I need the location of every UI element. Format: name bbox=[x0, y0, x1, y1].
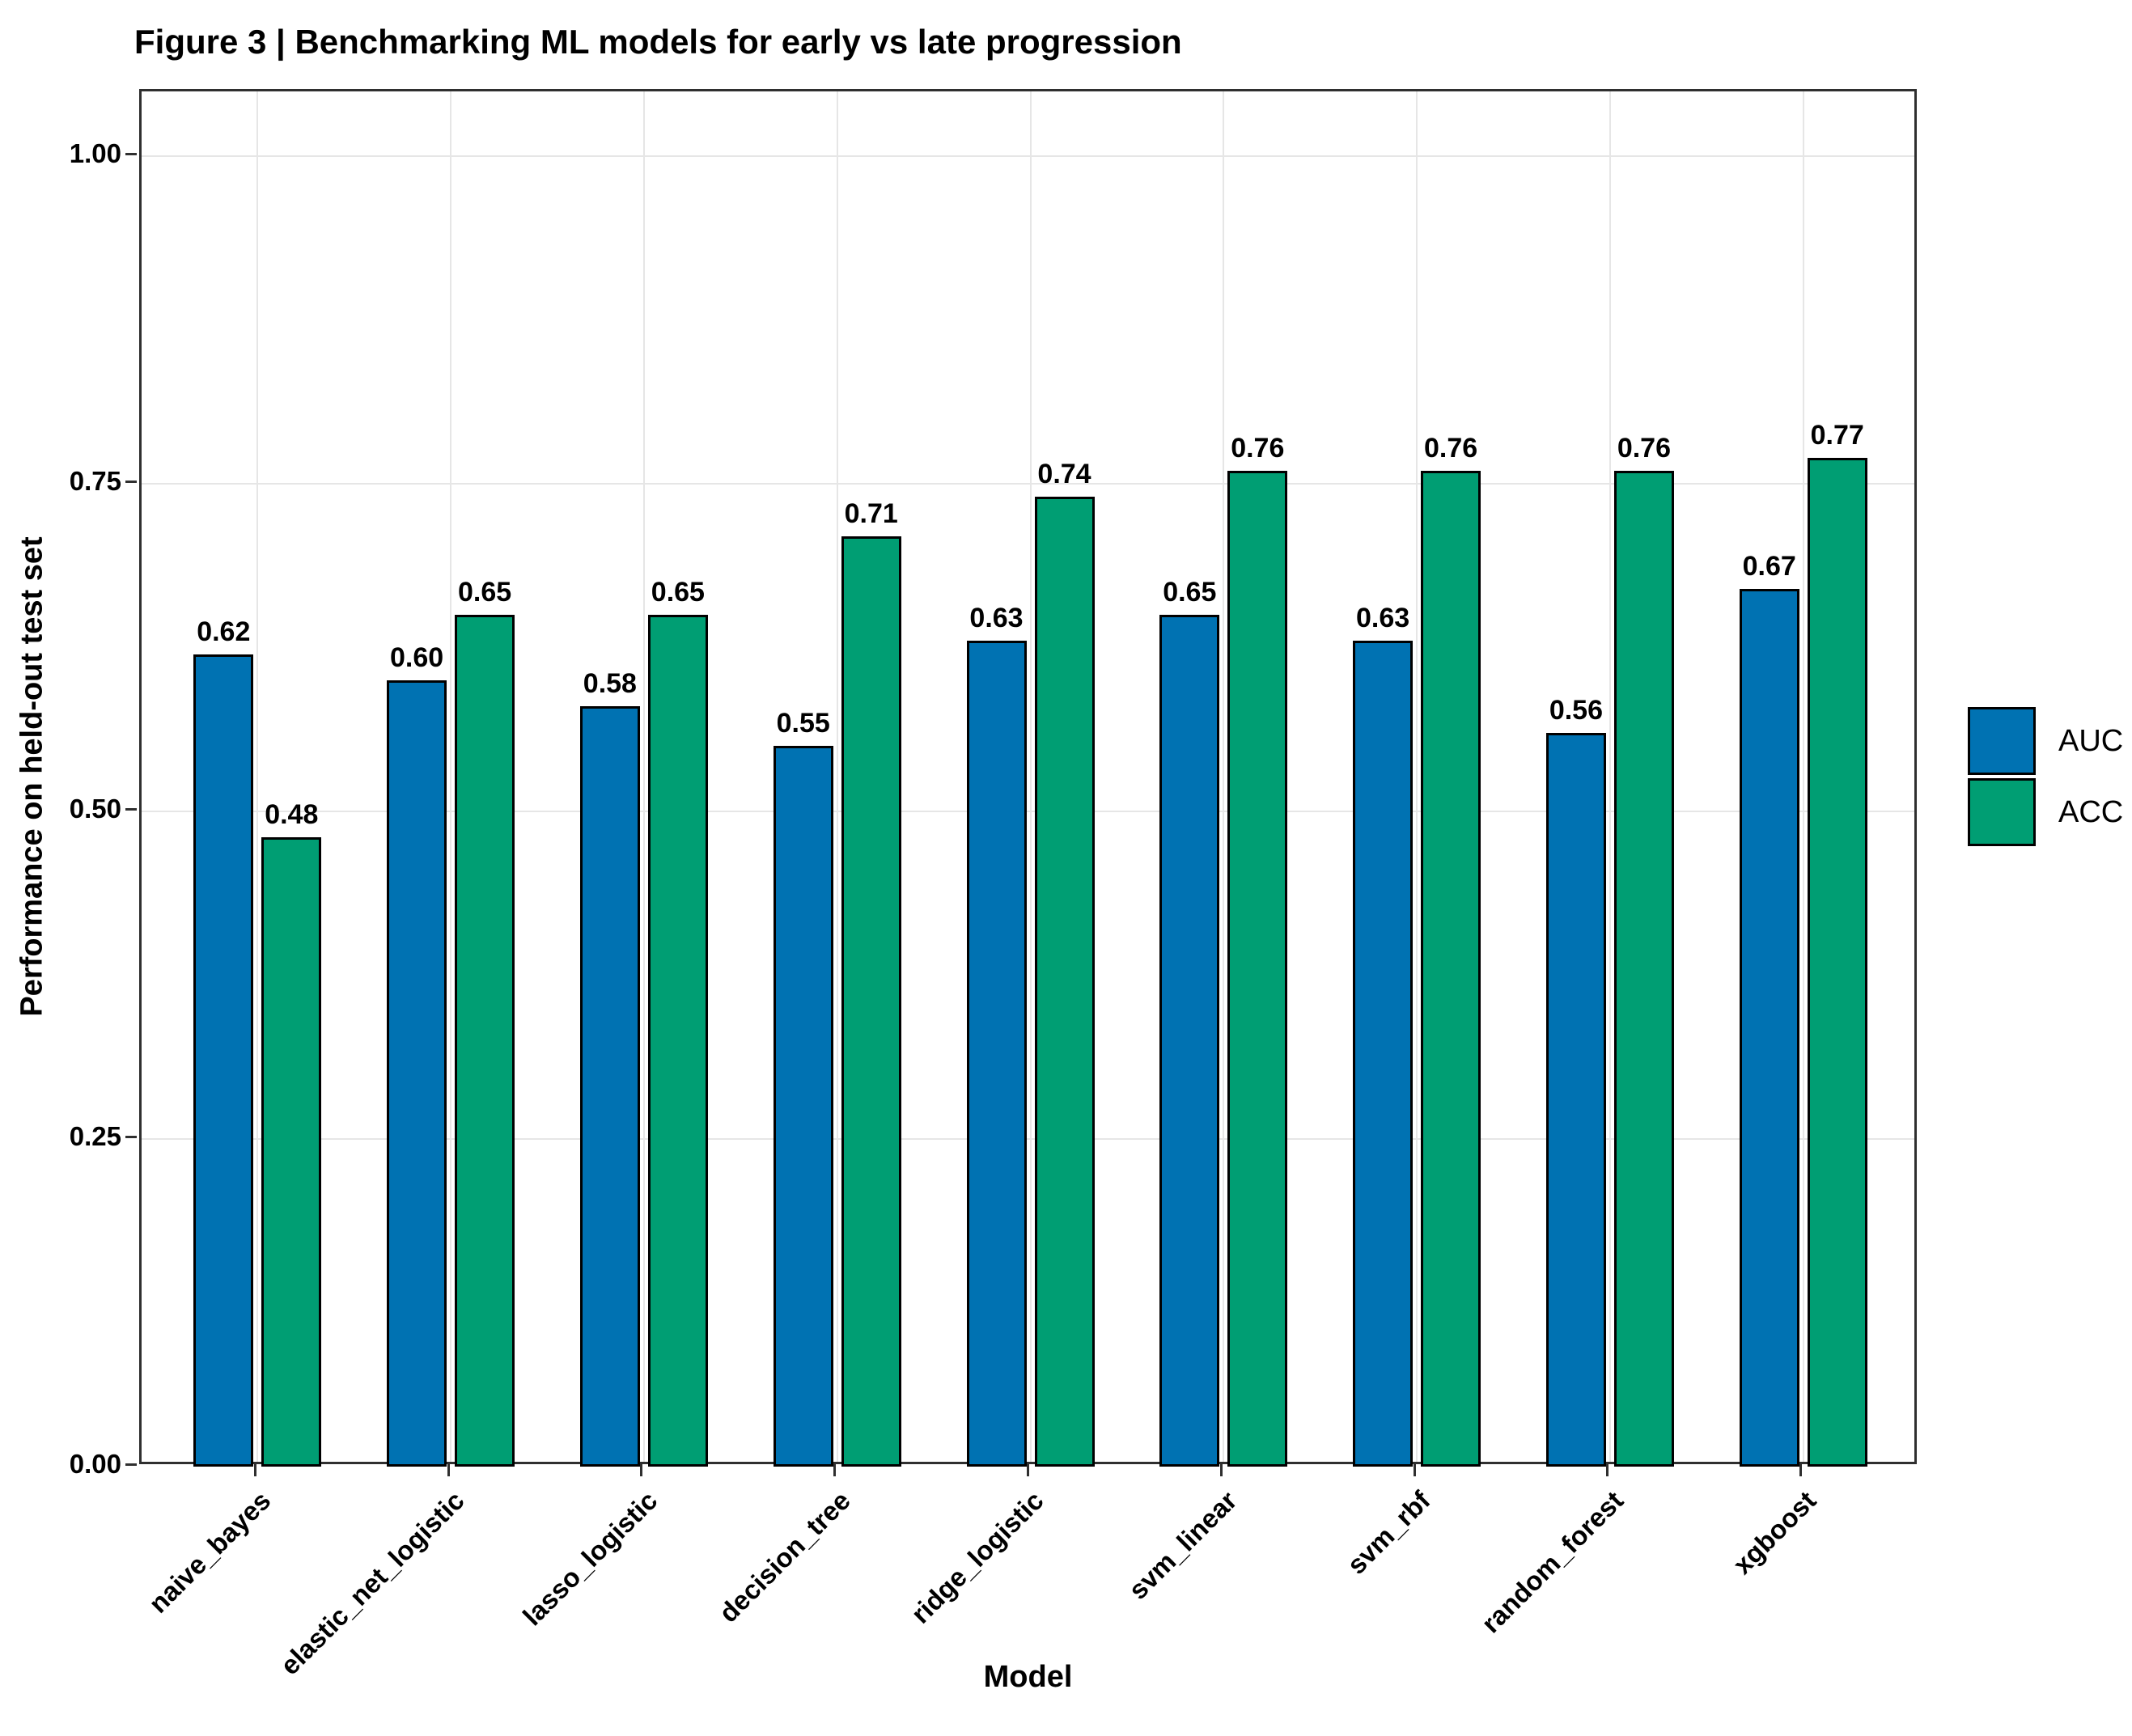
x-tick-mark bbox=[1219, 1464, 1223, 1476]
gridline-v-naive_bayes bbox=[256, 91, 259, 1462]
y-tick-mark bbox=[125, 807, 137, 811]
gridline-v-svm_linear bbox=[1223, 91, 1225, 1462]
gridline-v-svm_rbf bbox=[1416, 91, 1418, 1462]
y-tick-label: 1.00 bbox=[69, 138, 121, 168]
x-tick-mark bbox=[1413, 1464, 1416, 1476]
x-tick-label-svm_rbf: svm_rbf bbox=[1341, 1485, 1436, 1580]
bar-acc-random_forest bbox=[1613, 470, 1674, 1467]
bar-value-label: 0.76 bbox=[1231, 432, 1285, 464]
x-tick-label-xgboost: xgboost bbox=[1727, 1485, 1822, 1580]
bar-auc-decision_tree bbox=[773, 746, 833, 1467]
gridline-h-1.00 bbox=[142, 155, 1914, 157]
bar-value-label: 0.56 bbox=[1549, 694, 1603, 726]
x-tick-mark bbox=[640, 1464, 643, 1476]
bar-auc-lasso_logistic bbox=[579, 706, 640, 1467]
y-tick-mark bbox=[125, 152, 137, 155]
bar-acc-lasso_logistic bbox=[647, 615, 708, 1467]
bar-acc-elastic_net_logistic bbox=[455, 615, 515, 1467]
bar-value-label: 0.65 bbox=[1163, 577, 1217, 608]
gridline-v-decision_tree bbox=[836, 91, 838, 1462]
x-tick-label-decision_tree: decision_tree bbox=[713, 1485, 856, 1628]
bar-acc-decision_tree bbox=[841, 536, 901, 1467]
plot-panel: 0.62 0.48 0.60 0.65 0.58 0.65 0.55 0.71 0.63 0.74… bbox=[139, 89, 1917, 1467]
bar-acc-ridge_logistic bbox=[1034, 497, 1095, 1467]
x-tick-mark bbox=[833, 1464, 837, 1476]
x-tick-mark bbox=[447, 1464, 450, 1476]
y-axis-title: Performance on held-out test set bbox=[15, 536, 49, 1017]
bar-value-label: 0.63 bbox=[969, 603, 1024, 634]
x-tick-mark bbox=[1027, 1464, 1029, 1476]
bar-value-label: 0.67 bbox=[1742, 550, 1796, 582]
y-tick-mark bbox=[125, 1463, 137, 1466]
bar-value-label: 0.58 bbox=[583, 668, 637, 700]
bar-value-label: 0.48 bbox=[265, 799, 319, 831]
figure-title: Figure 3 | Benchmarking ML models for ea… bbox=[134, 23, 1182, 61]
y-tick-mark bbox=[125, 1135, 137, 1138]
bar-auc-svm_rbf bbox=[1353, 641, 1414, 1467]
bar-auc-ridge_logistic bbox=[966, 641, 1027, 1467]
bar-value-label: 0.55 bbox=[776, 708, 830, 739]
gridline-h-0.25 bbox=[142, 1138, 1914, 1140]
legend-label-auc: AUC bbox=[2058, 723, 2124, 758]
x-axis-title: Model bbox=[983, 1660, 1073, 1694]
y-tick-label: 0.25 bbox=[69, 1121, 121, 1151]
bar-auc-xgboost bbox=[1739, 588, 1799, 1467]
bar-value-label: 0.76 bbox=[1617, 432, 1671, 464]
gridline-h-0.75 bbox=[142, 483, 1914, 485]
bar-value-label: 0.77 bbox=[1810, 419, 1864, 451]
y-tick-mark bbox=[125, 480, 137, 483]
gridline-h-0.50 bbox=[142, 811, 1914, 812]
bar-auc-random_forest bbox=[1545, 732, 1606, 1467]
legend-label-acc: ACC bbox=[2058, 794, 2124, 829]
y-tick-label: 0.50 bbox=[69, 794, 121, 824]
legend-key-acc bbox=[1968, 778, 2036, 846]
bar-value-label: 0.63 bbox=[1356, 603, 1410, 634]
x-tick-label-naive_bayes: naive_bayes bbox=[142, 1485, 277, 1619]
bar-acc-svm_rbf bbox=[1421, 470, 1481, 1467]
bar-auc-naive_bayes bbox=[193, 654, 254, 1467]
legend: AUC ACC bbox=[1968, 707, 2123, 846]
x-tick-label-ridge_logistic: ridge_logistic bbox=[905, 1485, 1049, 1629]
y-tick-label: 0.00 bbox=[69, 1449, 121, 1479]
bar-value-label: 0.71 bbox=[844, 498, 898, 529]
bar-auc-svm_linear bbox=[1159, 615, 1220, 1467]
legend-key-auc bbox=[1968, 707, 2036, 775]
bar-acc-naive_bayes bbox=[261, 837, 322, 1467]
x-tick-label-random_forest: random_forest bbox=[1475, 1485, 1630, 1639]
bar-value-label: 0.62 bbox=[197, 616, 251, 647]
y-tick-label: 0.75 bbox=[69, 466, 121, 496]
gridline-v-random_forest bbox=[1609, 91, 1611, 1462]
legend-entry-acc: ACC bbox=[1968, 778, 2123, 846]
y-axis-title-wrap: Performance on held-out test set bbox=[8, 89, 57, 1464]
gridline-v-elastic_net_logistic bbox=[450, 91, 452, 1462]
bar-value-label: 0.60 bbox=[389, 642, 444, 673]
bar-value-label: 0.76 bbox=[1424, 432, 1478, 464]
gridline-v-lasso_logistic bbox=[642, 91, 645, 1462]
bar-acc-xgboost bbox=[1807, 457, 1867, 1467]
x-tick-mark bbox=[253, 1464, 256, 1476]
legend-entry-auc: AUC bbox=[1968, 707, 2123, 775]
bar-auc-elastic_net_logistic bbox=[387, 680, 447, 1467]
bar-value-label: 0.74 bbox=[1037, 459, 1091, 490]
bar-acc-svm_linear bbox=[1227, 470, 1288, 1467]
x-tick-mark bbox=[1606, 1464, 1609, 1476]
bar-value-label: 0.65 bbox=[651, 577, 705, 608]
bar-value-label: 0.65 bbox=[457, 577, 512, 608]
gridline-v-xgboost bbox=[1802, 91, 1804, 1462]
gridline-v-ridge_logistic bbox=[1029, 91, 1032, 1462]
x-tick-mark bbox=[1799, 1464, 1803, 1476]
x-tick-label-svm_linear: svm_linear bbox=[1122, 1485, 1243, 1606]
x-tick-label-lasso_logistic: lasso_logistic bbox=[516, 1485, 663, 1632]
x-tick-label-elastic_net_logistic: elastic_net_logistic bbox=[273, 1485, 470, 1681]
